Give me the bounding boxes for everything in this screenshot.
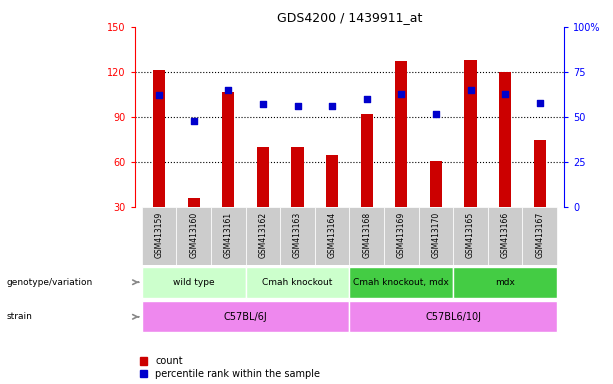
Text: Cmah knockout: Cmah knockout <box>262 278 333 287</box>
Point <box>189 118 199 124</box>
Bar <box>153 71 165 207</box>
Bar <box>360 114 373 207</box>
Point <box>292 103 302 109</box>
Bar <box>534 140 546 207</box>
Bar <box>142 267 246 298</box>
Text: GSM413160: GSM413160 <box>189 212 198 258</box>
Bar <box>188 199 200 207</box>
Text: GSM413165: GSM413165 <box>466 212 475 258</box>
Point <box>500 91 510 97</box>
Bar <box>177 207 211 265</box>
Bar <box>465 60 476 207</box>
Legend: count, percentile rank within the sample: count, percentile rank within the sample <box>140 356 320 379</box>
Bar <box>453 207 488 265</box>
Text: GSM413164: GSM413164 <box>327 212 337 258</box>
Point <box>362 96 371 102</box>
Title: GDS4200 / 1439911_at: GDS4200 / 1439911_at <box>276 11 422 24</box>
Bar <box>522 207 557 265</box>
Bar <box>488 207 522 265</box>
Text: C57BL/6J: C57BL/6J <box>224 312 267 322</box>
Text: GSM413162: GSM413162 <box>259 212 267 258</box>
Point <box>466 87 476 93</box>
Bar <box>257 147 269 207</box>
Text: GSM413170: GSM413170 <box>432 212 440 258</box>
Text: Cmah knockout, mdx: Cmah knockout, mdx <box>353 278 449 287</box>
Text: strain: strain <box>6 312 32 321</box>
Bar <box>223 91 234 207</box>
Point <box>258 101 268 108</box>
Text: GSM413161: GSM413161 <box>224 212 233 258</box>
Point <box>327 103 337 109</box>
Text: GSM413163: GSM413163 <box>293 212 302 258</box>
Bar <box>291 147 303 207</box>
Bar <box>142 301 349 332</box>
Bar <box>430 161 442 207</box>
Text: GSM413167: GSM413167 <box>535 212 544 258</box>
Text: genotype/variation: genotype/variation <box>6 278 93 287</box>
Text: C57BL6/10J: C57BL6/10J <box>425 312 481 322</box>
Bar <box>142 207 177 265</box>
Text: GSM413159: GSM413159 <box>154 212 164 258</box>
Text: GSM413169: GSM413169 <box>397 212 406 258</box>
Bar <box>211 207 246 265</box>
Point <box>535 99 544 106</box>
Bar <box>499 72 511 207</box>
Point <box>397 91 406 97</box>
Text: wild type: wild type <box>173 278 215 287</box>
Bar <box>384 207 419 265</box>
Bar <box>246 267 349 298</box>
Point <box>223 87 233 93</box>
Bar <box>349 207 384 265</box>
Text: GSM413168: GSM413168 <box>362 212 371 258</box>
Bar <box>349 267 453 298</box>
Bar <box>326 155 338 207</box>
Bar <box>280 207 315 265</box>
Bar <box>349 301 557 332</box>
Bar <box>419 207 453 265</box>
Bar <box>395 61 408 207</box>
Text: mdx: mdx <box>495 278 515 287</box>
Bar <box>453 267 557 298</box>
Text: GSM413166: GSM413166 <box>501 212 509 258</box>
Bar <box>246 207 280 265</box>
Point <box>154 93 164 99</box>
Bar <box>315 207 349 265</box>
Point <box>431 111 441 117</box>
